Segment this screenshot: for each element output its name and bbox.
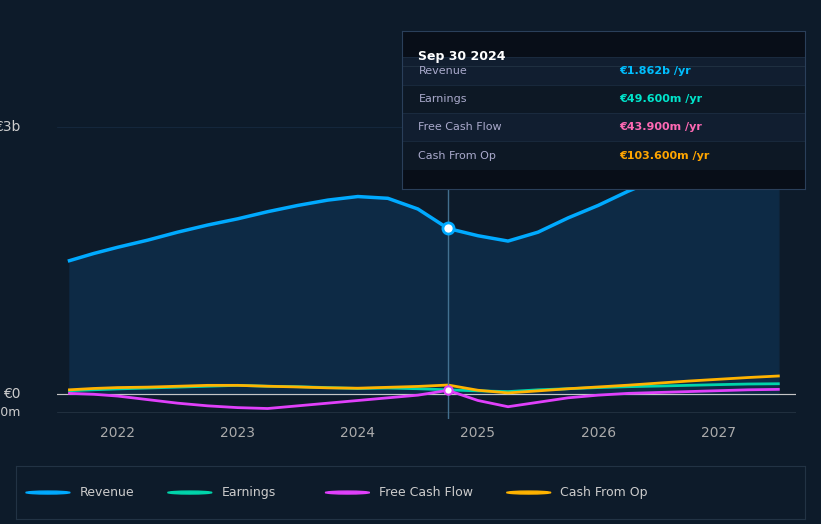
- Text: €43.900m /yr: €43.900m /yr: [620, 122, 703, 133]
- Text: Cash From Op: Cash From Op: [419, 150, 496, 161]
- Circle shape: [325, 491, 369, 494]
- Text: Revenue: Revenue: [80, 486, 134, 499]
- Text: Earnings: Earnings: [419, 94, 467, 104]
- Bar: [402, 113, 805, 141]
- Text: Sep 30 2024: Sep 30 2024: [419, 50, 506, 63]
- Bar: [402, 57, 805, 85]
- Text: Free Cash Flow: Free Cash Flow: [419, 122, 502, 133]
- Text: Past: Past: [415, 85, 441, 99]
- Text: €0: €0: [3, 387, 21, 401]
- Text: Earnings: Earnings: [222, 486, 276, 499]
- Bar: [402, 141, 805, 170]
- Text: €103.600m /yr: €103.600m /yr: [620, 150, 710, 161]
- Text: Cash From Op: Cash From Op: [560, 486, 648, 499]
- Circle shape: [507, 491, 551, 494]
- Text: €3b: €3b: [0, 120, 21, 134]
- Text: Analysts Forecasts: Analysts Forecasts: [456, 85, 571, 99]
- Text: Free Cash Flow: Free Cash Flow: [379, 486, 473, 499]
- Text: €1.862b /yr: €1.862b /yr: [620, 66, 691, 76]
- Text: -€200m: -€200m: [0, 406, 21, 419]
- Circle shape: [26, 491, 70, 494]
- Circle shape: [167, 491, 212, 494]
- Bar: [402, 85, 805, 113]
- Text: €49.600m /yr: €49.600m /yr: [620, 94, 703, 104]
- Text: Revenue: Revenue: [419, 66, 467, 76]
